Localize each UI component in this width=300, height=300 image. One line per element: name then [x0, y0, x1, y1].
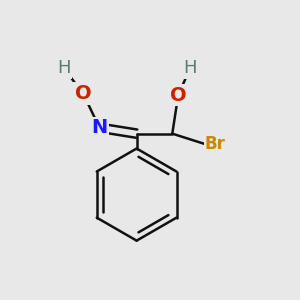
Text: H: H: [183, 59, 197, 77]
Text: N: N: [91, 118, 108, 137]
Text: H: H: [57, 59, 70, 77]
Text: O: O: [75, 84, 92, 103]
Text: Br: Br: [205, 135, 226, 153]
Text: O: O: [170, 85, 187, 104]
